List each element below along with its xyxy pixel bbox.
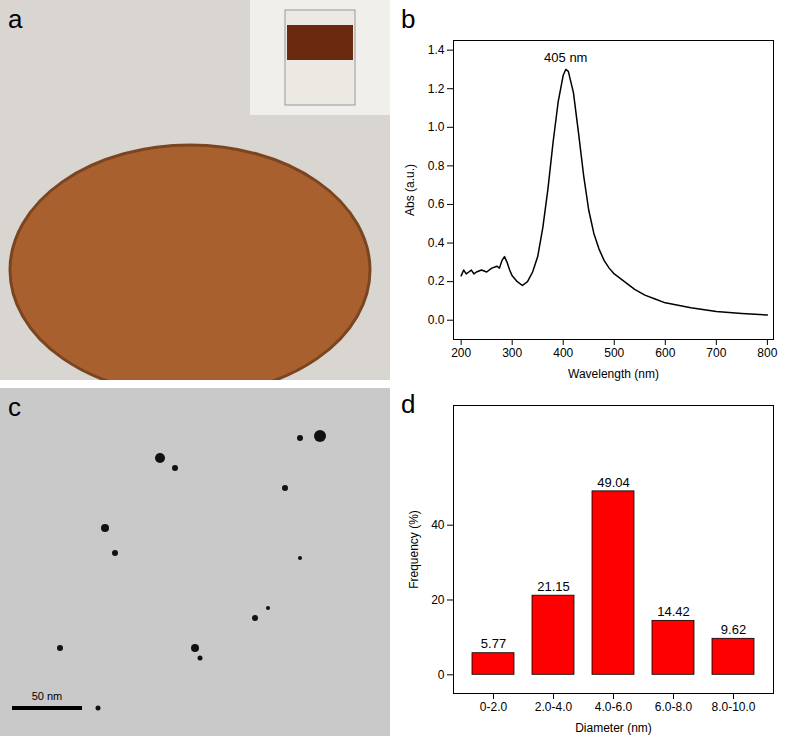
svg-text:0.4: 0.4 bbox=[428, 236, 445, 250]
svg-text:20: 20 bbox=[431, 593, 445, 607]
svg-text:600: 600 bbox=[655, 346, 675, 360]
html-text:a: a bbox=[8, 4, 23, 34]
html-text:d: d bbox=[401, 389, 416, 419]
svg-text:Abs (a.u.): Abs (a.u.) bbox=[403, 164, 417, 216]
svg-text:5.77: 5.77 bbox=[481, 636, 506, 651]
svg-text:0.0: 0.0 bbox=[428, 313, 445, 327]
svg-text:400: 400 bbox=[553, 346, 573, 360]
svg-text:700: 700 bbox=[706, 346, 726, 360]
svg-text:800: 800 bbox=[757, 346, 777, 360]
svg-text:200: 200 bbox=[451, 346, 471, 360]
svg-text:500: 500 bbox=[604, 346, 624, 360]
svg-text:40: 40 bbox=[431, 518, 445, 532]
html-text:c: c bbox=[8, 392, 21, 422]
svg-text:21.15: 21.15 bbox=[537, 579, 570, 594]
html-text:b: b bbox=[401, 4, 416, 34]
svg-text:0.8: 0.8 bbox=[428, 159, 445, 173]
svg-text:2.0-4.0: 2.0-4.0 bbox=[535, 700, 573, 714]
svg-text:0: 0 bbox=[438, 668, 445, 682]
svg-text:1.4: 1.4 bbox=[428, 43, 445, 57]
svg-text:0-2.0: 0-2.0 bbox=[480, 700, 508, 714]
svg-text:1.2: 1.2 bbox=[428, 82, 445, 96]
svg-text:14.42: 14.42 bbox=[657, 604, 690, 619]
svg-text:0.2: 0.2 bbox=[428, 274, 445, 288]
svg-text:6.0-8.0: 6.0-8.0 bbox=[655, 700, 693, 714]
svg-text:1.0: 1.0 bbox=[428, 120, 445, 134]
svg-text:Wavelength (nm): Wavelength (nm) bbox=[568, 367, 659, 381]
svg-text:49.04: 49.04 bbox=[597, 475, 630, 490]
svg-text:Diameter (nm): Diameter (nm) bbox=[575, 721, 652, 735]
svg-text:405 nm: 405 nm bbox=[544, 50, 587, 65]
svg-text:8.0-10.0: 8.0-10.0 bbox=[711, 700, 755, 714]
svg-text:9.62: 9.62 bbox=[721, 622, 746, 637]
svg-text:0.6: 0.6 bbox=[428, 197, 445, 211]
svg-text:Frequency (%): Frequency (%) bbox=[407, 510, 421, 589]
svg-text:4.0-6.0: 4.0-6.0 bbox=[595, 700, 633, 714]
svg-text:300: 300 bbox=[502, 346, 522, 360]
svg-text:50 nm: 50 nm bbox=[32, 690, 63, 702]
